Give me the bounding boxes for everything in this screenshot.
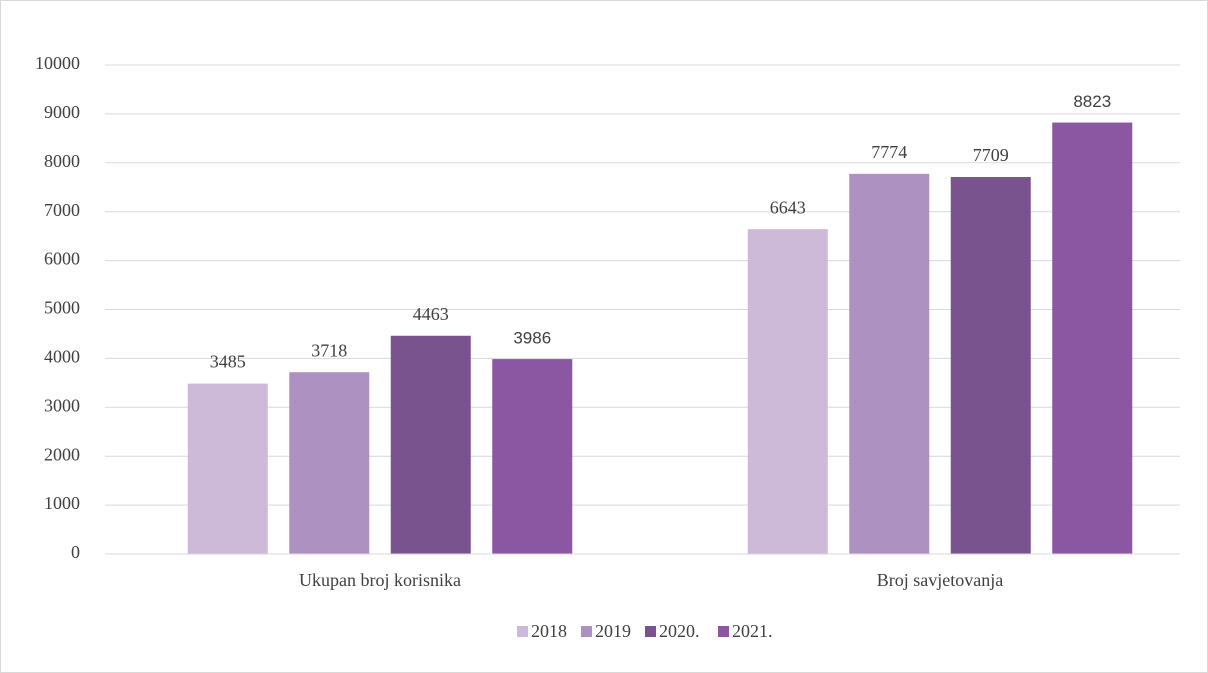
bar — [187, 383, 268, 554]
bar — [1052, 122, 1133, 554]
y-tick-label: 5000 — [44, 298, 80, 318]
bar — [492, 359, 573, 554]
y-tick-label: 9000 — [44, 102, 80, 122]
data-label: 8823 — [1073, 92, 1111, 111]
legend-swatch — [581, 626, 592, 637]
legend-label: 2021. — [732, 621, 773, 641]
bar — [747, 229, 828, 555]
y-tick-label: 1000 — [44, 493, 80, 513]
data-label: 3485 — [210, 352, 246, 372]
data-label: 3718 — [311, 340, 347, 360]
legend-swatch — [645, 626, 656, 637]
bar — [849, 173, 930, 555]
y-tick-label: 4000 — [44, 347, 80, 367]
y-tick-label: 3000 — [44, 395, 80, 415]
legend-swatch — [517, 626, 528, 637]
legend-swatch — [718, 626, 729, 637]
data-label: 7774 — [871, 142, 907, 162]
legend-label: 2019 — [595, 621, 631, 641]
data-label: 4463 — [413, 304, 449, 324]
y-tick-label: 2000 — [44, 444, 80, 464]
y-tick-label: 7000 — [44, 200, 80, 220]
x-tick-label: Broj savjetovanja — [877, 570, 1003, 590]
y-tick-label: 10000 — [35, 53, 80, 73]
y-tick-label: 0 — [71, 542, 80, 562]
legend-label: 2018 — [531, 621, 567, 641]
data-label: 7709 — [973, 145, 1009, 165]
y-tick-label: 8000 — [44, 151, 80, 171]
x-tick-label: Ukupan broj korisnika — [299, 570, 461, 590]
bar — [950, 177, 1031, 554]
data-label: 6643 — [770, 197, 806, 217]
bar — [390, 335, 471, 554]
bar — [289, 372, 370, 554]
data-label: 3986 — [513, 329, 551, 348]
y-tick-label: 6000 — [44, 249, 80, 269]
legend-label: 2020. — [659, 621, 700, 641]
